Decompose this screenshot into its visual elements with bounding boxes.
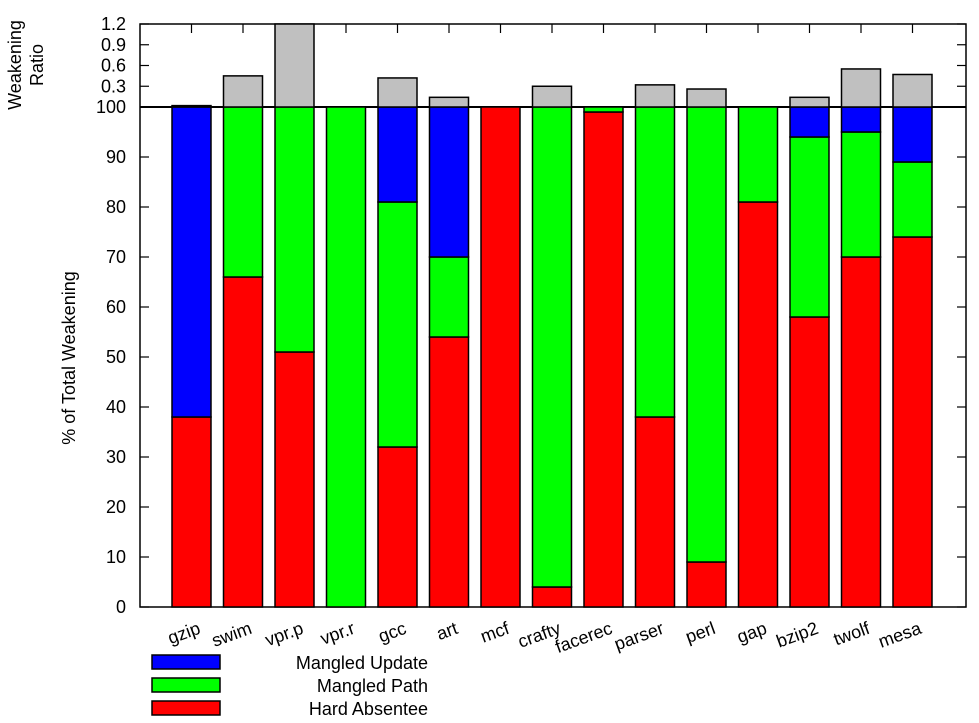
y-tick-label: 40: [106, 397, 126, 417]
weakening-ratio-bar: [428, 96, 470, 108]
bar-segment-hard-absentee: [377, 446, 418, 608]
weakening-ratio-bar: [377, 77, 418, 108]
bar-segment-mangled-update: [171, 106, 212, 418]
category-label: bzip2: [774, 618, 821, 652]
bar-segment-mangled-path: [274, 106, 315, 353]
ratio-axis-title-line2: Ratio: [27, 44, 47, 86]
ratio-tick-label: 0.3: [101, 76, 126, 96]
bar-segment-mangled-path: [428, 256, 470, 338]
weakening-ratio-bar: [686, 88, 727, 108]
bar-segment-mangled-path: [634, 106, 676, 418]
weakening-ratio-bar: [531, 85, 573, 108]
bar-segment-hard-absentee: [531, 586, 573, 608]
bar-segment-mangled-path: [325, 106, 367, 608]
ratio-tick-label: 0.6: [101, 56, 126, 76]
weakening-ratio-bar: [634, 84, 676, 108]
bar-segment-hard-absentee: [222, 276, 264, 608]
bar-segment-hard-absentee: [892, 236, 933, 608]
weakening-ratio-bar: [789, 96, 830, 108]
y-tick-label: 50: [106, 347, 126, 367]
category-label: gap: [734, 618, 769, 647]
legend-swatch: [151, 677, 221, 693]
category-label: vpr.p: [262, 618, 306, 650]
bar-segment-mangled-update: [789, 106, 830, 138]
bar-segment-hard-absentee: [634, 416, 676, 608]
category-labels-layer: gzip swim vpr.p vpr.r gcc art mcf craftyfacerec…: [165, 618, 925, 657]
bar-segment-mangled-update: [840, 106, 882, 133]
y-tick-label: 80: [106, 197, 126, 217]
bar-segment-mangled-update: [428, 106, 470, 258]
bar-segment-mangled-path: [583, 106, 624, 113]
category-label: gzip: [165, 618, 203, 648]
weakening-ratio-bar: [171, 104, 212, 108]
y-tick-label: 100: [96, 97, 126, 117]
y-tick-label: 0: [116, 597, 126, 617]
y-tick-label: 90: [106, 147, 126, 167]
weakening-ratio-bar: [892, 73, 933, 108]
y-axis-title: % of Total Weakening: [59, 271, 79, 444]
category-label: perl: [683, 618, 718, 647]
legend-swatch: [151, 654, 221, 670]
category-label: mcf: [478, 618, 513, 647]
bar-segment-hard-absentee: [737, 201, 779, 608]
category-label: art: [434, 618, 461, 644]
bar-segment-hard-absentee: [171, 416, 212, 608]
y-tick-label: 20: [106, 497, 126, 517]
bar-segment-hard-absentee: [428, 336, 470, 608]
category-label: gcc: [376, 618, 409, 646]
weakening-ratio-bar: [274, 23, 315, 108]
bar-segment-hard-absentee: [480, 106, 521, 608]
legend-swatch: [151, 700, 221, 716]
category-label: parser: [612, 618, 667, 654]
bar-segment-mangled-path: [377, 201, 418, 448]
ratio-tick-label: 0.9: [101, 35, 126, 55]
bar-segment-hard-absentee: [274, 351, 315, 608]
bar-segment-mangled-update: [377, 106, 418, 203]
bar-segment-mangled-path: [840, 131, 882, 258]
legend-label: Hard Absentee: [309, 699, 428, 719]
category-label: swim: [209, 618, 254, 651]
bar-segment-mangled-path: [737, 106, 779, 203]
bar-segment-mangled-path: [531, 106, 573, 588]
y-tick-label: 10: [106, 547, 126, 567]
bar-segment-hard-absentee: [686, 561, 727, 608]
category-label: facerec: [553, 618, 615, 657]
bar-segment-mangled-path: [789, 136, 830, 318]
category-label: mesa: [876, 618, 925, 652]
bar-segment-hard-absentee: [789, 316, 830, 608]
bar-segment-mangled-path: [892, 161, 933, 238]
bars-layer: [171, 23, 933, 608]
bar-segment-hard-absentee: [840, 256, 882, 608]
ratio-axis-title-line1: Weakening: [5, 20, 25, 110]
y-tick-label: 30: [106, 447, 126, 467]
bar-segment-hard-absentee: [583, 111, 624, 608]
bar-segment-mangled-path: [686, 106, 727, 563]
category-label: twolf: [831, 618, 874, 650]
y-tick-label: 60: [106, 297, 126, 317]
weakening-ratio-bar: [222, 75, 264, 108]
bar-segment-mangled-update: [892, 106, 933, 163]
bar-segment-mangled-path: [222, 106, 264, 278]
legend-label: Mangled Path: [317, 676, 428, 696]
y-tick-label: 70: [106, 247, 126, 267]
legend: Mangled Update Mangled Path Hard Absentee: [151, 653, 428, 719]
category-label: vpr.r: [318, 618, 358, 649]
weakening-ratio-bar: [840, 68, 882, 108]
ratio-tick-label: 1.2: [101, 14, 126, 34]
legend-label: Mangled Update: [296, 653, 428, 673]
